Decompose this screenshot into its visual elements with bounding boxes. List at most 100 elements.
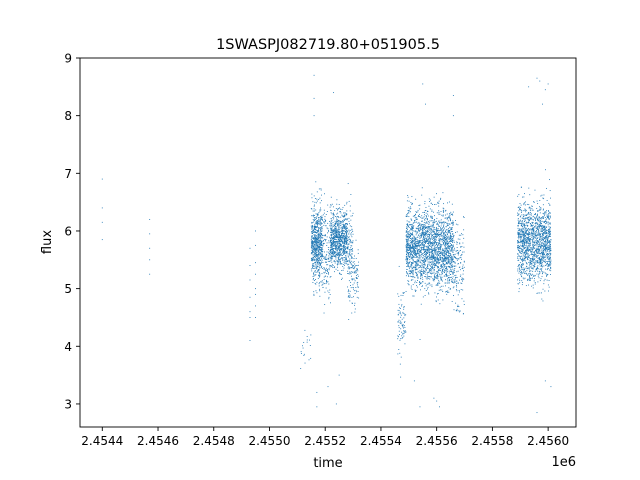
data-point-3192: [419, 244, 421, 246]
data-point-3304: [426, 254, 427, 256]
data-point-3167: [409, 249, 411, 251]
data-point-490: [316, 281, 318, 283]
data-point-1364: [334, 241, 336, 243]
data-point-1513: [337, 256, 339, 258]
data-point-4180: [463, 217, 465, 218]
data-point-2742: [413, 249, 415, 251]
data-point-4319: [528, 204, 530, 206]
data-point-3897: [448, 265, 450, 267]
data-point-77: [317, 255, 319, 257]
data-point-2975: [433, 259, 435, 261]
data-point-848: [327, 246, 329, 248]
data-point-268: [321, 255, 323, 256]
data-point-2026: [418, 224, 420, 226]
data-point-995: [343, 245, 345, 247]
data-point-908: [345, 226, 347, 228]
data-point-1220: [346, 219, 348, 220]
data-point-3416: [419, 258, 421, 260]
data-point-3254: [436, 271, 438, 273]
data-point-2731: [449, 262, 451, 264]
data-point-3607: [424, 267, 425, 269]
data-point-3190: [452, 271, 454, 273]
data-point-3892: [419, 204, 421, 206]
data-point-1204: [346, 201, 348, 203]
data-point-3722: [449, 266, 451, 268]
data-point-1756: [349, 273, 351, 275]
data-point-224: [318, 230, 319, 231]
data-point-37: [300, 351, 302, 353]
data-point-2856: [449, 255, 450, 257]
data-point-3751: [411, 250, 413, 252]
data-point-3796: [432, 237, 434, 239]
data-point-2373: [445, 261, 447, 263]
data-point-2048: [420, 278, 422, 280]
data-point-559: [320, 257, 322, 259]
data-point-54: [313, 238, 315, 240]
data-point-2180: [417, 263, 419, 265]
data-point-3005: [431, 251, 433, 253]
data-point-1348: [346, 240, 348, 242]
data-point-1935: [406, 255, 408, 257]
data-point-470: [319, 264, 321, 266]
data-point-807: [323, 272, 325, 274]
data-point-4799: [547, 257, 548, 258]
data-point-345: [314, 215, 315, 216]
data-point-4126: [435, 257, 436, 259]
data-point-2119: [431, 259, 433, 261]
data-point-1779: [349, 262, 351, 264]
data-point-4011: [440, 238, 441, 240]
data-point-1540: [338, 257, 340, 259]
data-point-198: [320, 259, 322, 261]
data-point-1897: [404, 343, 406, 345]
data-point-3964: [434, 241, 436, 243]
data-point-3314: [434, 241, 436, 243]
data-point-4081: [429, 256, 431, 258]
data-point-3726: [434, 263, 435, 264]
data-point-467: [319, 263, 321, 265]
data-point-3121: [409, 261, 411, 263]
data-point-563: [313, 293, 315, 295]
data-point-356: [314, 259, 315, 261]
data-point-846: [328, 253, 330, 255]
data-point-3070: [415, 227, 417, 229]
data-point-2672: [405, 290, 407, 292]
data-point-4059: [441, 271, 443, 273]
data-point-3598: [448, 267, 450, 269]
data-point-2973: [444, 258, 446, 260]
data-point-4739: [523, 259, 525, 261]
data-point-1042: [332, 267, 334, 268]
data-point-4145: [454, 261, 456, 263]
data-point-1586: [330, 245, 332, 247]
data-point-1551: [331, 266, 333, 267]
data-point-1312: [345, 257, 347, 259]
data-point-508: [317, 236, 319, 238]
data-point-1600: [334, 266, 336, 268]
data-point-173: [319, 233, 321, 234]
data-point-3750: [426, 252, 428, 254]
data-point-3443: [451, 222, 453, 224]
data-point-4193: [456, 243, 458, 245]
data-point-1806: [357, 274, 359, 276]
data-point-2461: [409, 211, 411, 213]
data-point-3402: [406, 250, 408, 251]
data-point-3357: [435, 301, 437, 303]
data-point-353: [313, 267, 315, 269]
data-point-1621: [346, 247, 348, 249]
data-point-4000: [450, 238, 452, 239]
data-point-391: [316, 226, 318, 228]
data-point-1308: [345, 223, 346, 225]
data-point-4504: [518, 221, 520, 223]
data-point-4788: [548, 230, 549, 232]
data-point-2236: [448, 260, 449, 262]
data-point-4132: [453, 280, 455, 282]
data-point-824: [322, 219, 324, 221]
data-point-2710: [425, 232, 427, 234]
data-point-4863: [541, 266, 543, 268]
data-point-2940: [409, 246, 410, 248]
data-point-2548: [407, 283, 409, 285]
data-point-3883: [423, 271, 425, 273]
data-point-3293: [430, 217, 432, 219]
data-point-3710: [438, 205, 440, 207]
data-point-4409: [538, 231, 540, 233]
data-point-485: [317, 230, 319, 232]
